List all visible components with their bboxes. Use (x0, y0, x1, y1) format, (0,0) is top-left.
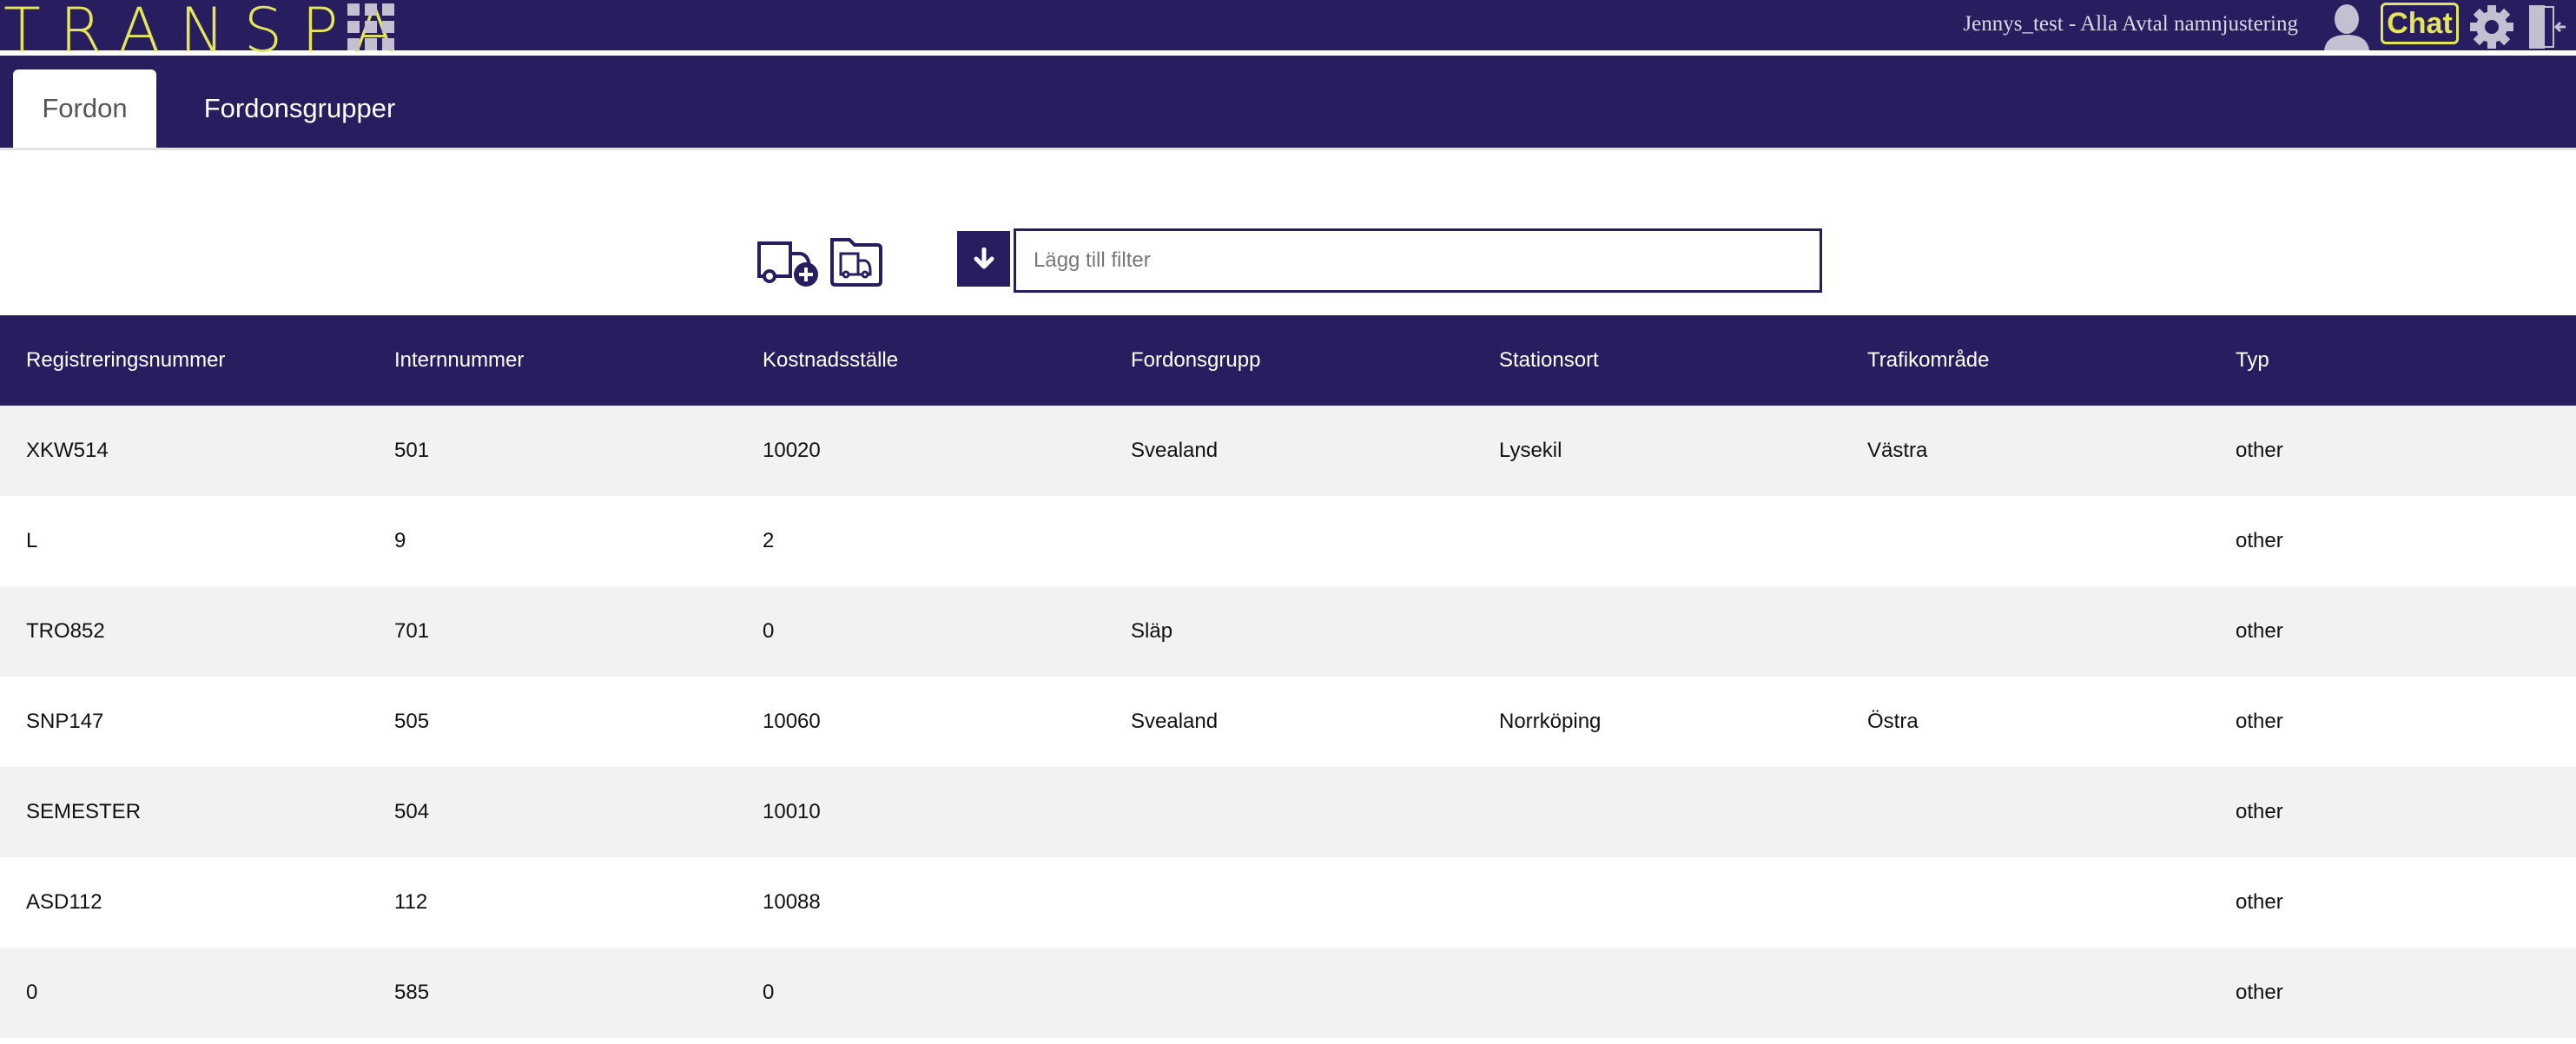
table-cell: 10020 (736, 406, 1105, 496)
table-cell: 112 (394, 890, 428, 914)
column-header[interactable]: Stationsort (1473, 315, 1841, 406)
table-cell (1473, 496, 1841, 586)
table-cell: ASD112 (26, 890, 102, 914)
table-cell: 0 (0, 948, 368, 1038)
column-header[interactable]: Registreringsnummer (0, 315, 368, 406)
table-cell (1105, 496, 1473, 586)
table-cell: Svealand (1105, 406, 1473, 496)
table-cell (1841, 948, 2209, 1038)
table-cell: other (2236, 529, 2283, 552)
column-header[interactable]: Kostnadsställe (736, 315, 1105, 406)
table-cell: SEMESTER (0, 767, 368, 857)
table-row[interactable]: 0 585 0 other (0, 948, 2576, 1038)
table-cell: other (2209, 948, 2576, 1038)
table-cell: Västra (1841, 406, 2209, 496)
table-cell: 0 (736, 586, 1105, 677)
table-cell (1473, 857, 1841, 948)
table-cell (1473, 948, 1841, 1038)
table-cell: SNP147 (26, 710, 104, 733)
column-header[interactable]: Internnummer (368, 315, 736, 406)
table-cell: Norrköping (1499, 710, 1602, 733)
table-cell: Östra (1867, 710, 1919, 733)
top-bar: TRANSPA Jennys_test - Alla Avtal namnjus… (0, 0, 2576, 66)
table-cell: 10088 (763, 890, 821, 914)
table-cell: L (26, 529, 38, 552)
table-cell: TRO852 (0, 586, 368, 677)
table-cell: XKW514 (0, 406, 368, 496)
gear-icon[interactable] (2468, 3, 2515, 50)
table-cell: 9 (394, 529, 406, 552)
table-cell: other (2209, 767, 2576, 857)
table-cell: Släp (1105, 586, 1473, 677)
logo[interactable]: TRANSPA (3, 0, 414, 66)
table-cell: Lysekil (1473, 406, 1841, 496)
table-cell: 10010 (736, 767, 1105, 857)
table-row[interactable]: L 9 2 other (0, 496, 2576, 586)
chat-label: Chat (2387, 7, 2453, 40)
table-cell (1105, 948, 1473, 1038)
vehicle-folder-icon[interactable] (825, 235, 888, 288)
tab-fordonsgrupper[interactable]: Fordonsgrupper (203, 93, 396, 123)
apps-grid-icon[interactable] (347, 3, 394, 50)
table-cell: other (2236, 710, 2283, 733)
table-row[interactable]: SNP147 505 10060 Svealand Norrköping Östra oth… (0, 677, 2576, 767)
table-cell: other (2209, 406, 2576, 496)
table-cell: 701 (368, 586, 736, 677)
table-row[interactable]: ASD112 112 10088 other (0, 857, 2576, 948)
table-cell (1105, 767, 1473, 857)
table-cell: 10060 (763, 710, 821, 733)
filter-dropdown-button[interactable] (957, 231, 1010, 287)
table-row[interactable]: TRO852 701 0 Släp other (0, 586, 2576, 677)
vehicles-table: Registreringsnummer Internnummer Kostnad… (0, 315, 2576, 1038)
table-cell: 0 (736, 948, 1105, 1038)
table-cell (1105, 857, 1473, 948)
table-header-row: Registreringsnummer Internnummer Kostnad… (0, 315, 2576, 406)
table-row[interactable]: XKW514 501 10020 Svealand Lysekil Västra other (0, 406, 2576, 496)
filter-input[interactable] (1014, 228, 1822, 293)
logout-icon[interactable] (2527, 3, 2569, 50)
chat-button[interactable]: Chat (2381, 3, 2459, 44)
table-cell (1473, 767, 1841, 857)
table-cell: Svealand (1131, 710, 1219, 733)
table-cell: 585 (368, 948, 736, 1038)
table-cell: other (2209, 586, 2576, 677)
tab-fordon[interactable]: Fordon (13, 69, 156, 148)
context-label: Jennys_test - Alla Avtal namnjustering (1963, 12, 2298, 36)
table-cell (1841, 586, 2209, 677)
table-cell (1473, 586, 1841, 677)
table-cell: 504 (368, 767, 736, 857)
table-cell (1841, 857, 2209, 948)
table-cell (1841, 496, 2209, 586)
table-row[interactable]: SEMESTER 504 10010 other (0, 767, 2576, 857)
table-cell: 505 (394, 710, 430, 733)
user-icon[interactable] (2321, 3, 2373, 50)
table-cell (1841, 767, 2209, 857)
tab-bar: Fordon Fordonsgrupper (0, 56, 2576, 148)
arrow-down-icon (974, 248, 994, 269)
add-vehicle-icon[interactable] (756, 235, 818, 288)
column-header[interactable]: Trafikområde (1841, 315, 2209, 406)
table-cell: 501 (368, 406, 736, 496)
column-header[interactable]: Fordonsgrupp (1105, 315, 1473, 406)
table-cell: 2 (763, 529, 775, 552)
table-cell: other (2236, 890, 2283, 914)
divider (0, 148, 2576, 150)
column-header[interactable]: Typ (2209, 315, 2576, 406)
